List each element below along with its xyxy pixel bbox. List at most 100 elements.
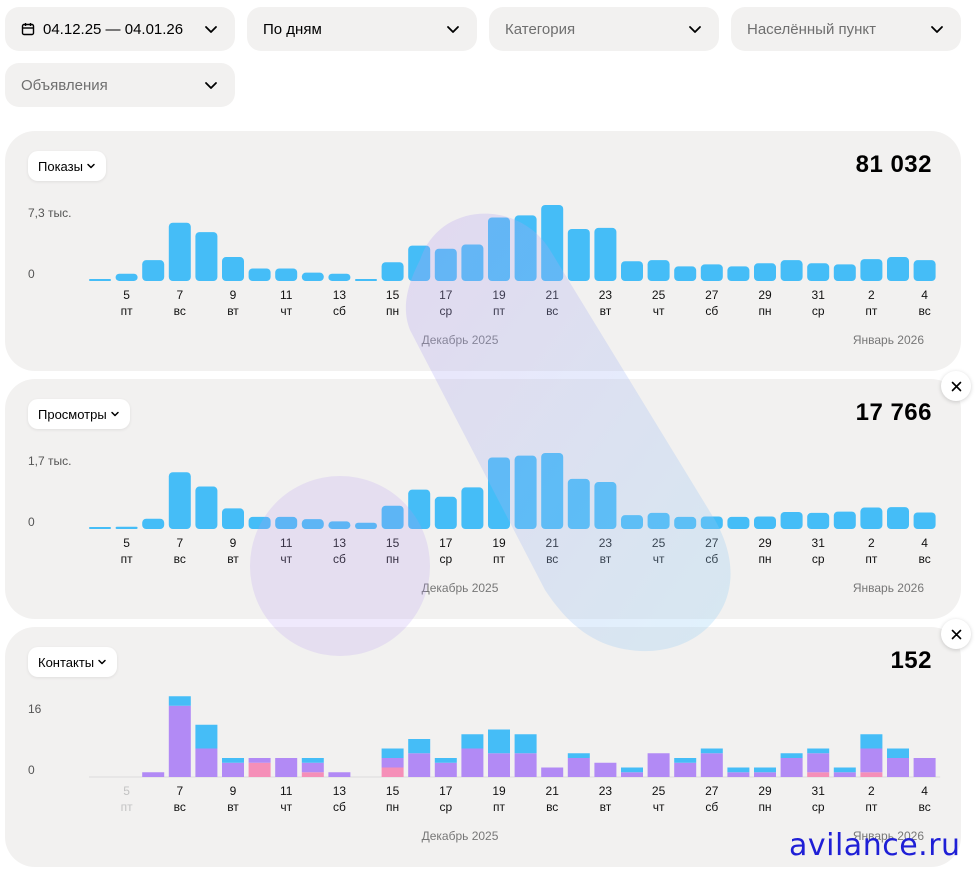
remove-contacts-chart-button[interactable]: [941, 619, 971, 649]
chart-bar-segment-blue[interactable]: [514, 734, 537, 754]
chart-bar[interactable]: [328, 273, 351, 281]
chart-bar-segment-blue[interactable]: [222, 758, 244, 763]
chart-bar-segment-blue[interactable]: [807, 748, 830, 754]
chart-bar[interactable]: [408, 489, 431, 529]
chart-bar-segment-purple[interactable]: [541, 767, 564, 778]
chart-bar[interactable]: [887, 257, 909, 281]
chart-bar-segment-blue[interactable]: [434, 758, 457, 763]
chart-bar-segment-purple[interactable]: [222, 762, 244, 777]
chart-bar[interactable]: [168, 472, 191, 529]
chart-bar[interactable]: [301, 519, 324, 529]
chart-bar-segment-blue[interactable]: [860, 734, 883, 749]
chart-bar-segment-purple[interactable]: [142, 772, 165, 777]
chart-bar-segment-purple[interactable]: [754, 772, 776, 777]
chart-bar[interactable]: [860, 507, 883, 529]
chart-bar[interactable]: [913, 512, 936, 529]
chart-bar[interactable]: [567, 228, 590, 281]
grouping-filter[interactable]: По дням: [247, 7, 477, 51]
chart-bar[interactable]: [461, 244, 484, 281]
chart-bar[interactable]: [807, 263, 830, 281]
chart-bar-segment-purple[interactable]: [621, 772, 643, 777]
chart-bar-segment-pink[interactable]: [860, 772, 883, 777]
chart-bar-segment-purple[interactable]: [674, 762, 697, 777]
chart-bar-segment-blue[interactable]: [674, 758, 697, 763]
chart-bar[interactable]: [727, 266, 750, 281]
chart-bar-segment-purple[interactable]: [275, 758, 298, 777]
chart-bar-segment-purple[interactable]: [248, 758, 271, 763]
chart-bar[interactable]: [381, 262, 404, 281]
category-filter[interactable]: Категория: [489, 7, 719, 51]
chart-bar-segment-purple[interactable]: [780, 758, 803, 777]
chart-bar-segment-purple[interactable]: [168, 705, 191, 777]
chart-bar-segment-blue[interactable]: [833, 767, 856, 773]
chart-bar[interactable]: [621, 261, 643, 281]
chart-bar[interactable]: [674, 516, 697, 529]
chart-bar[interactable]: [355, 522, 377, 529]
chart-bar[interactable]: [434, 496, 457, 529]
chart-bar-segment-purple[interactable]: [807, 753, 830, 773]
chart-bar[interactable]: [780, 260, 803, 281]
chart-bar-segment-purple[interactable]: [328, 772, 351, 777]
chart-bar[interactable]: [222, 508, 244, 529]
chart-bar-segment-blue[interactable]: [381, 748, 404, 759]
chart-bar[interactable]: [594, 227, 617, 281]
metric-select-impressions[interactable]: Показы: [28, 151, 106, 181]
chart-bar[interactable]: [541, 205, 564, 281]
chart-bar[interactable]: [115, 526, 138, 529]
chart-bar[interactable]: [275, 268, 298, 281]
chart-bar-segment-purple[interactable]: [594, 762, 617, 777]
chart-bar[interactable]: [754, 516, 776, 529]
chart-bar-segment-blue[interactable]: [754, 767, 776, 773]
chart-bar-segment-purple[interactable]: [887, 758, 909, 777]
remove-views-chart-button[interactable]: [941, 371, 971, 401]
chart-bar-segment-purple[interactable]: [727, 772, 750, 777]
chart-bar-segment-blue[interactable]: [887, 748, 909, 759]
chart-bar[interactable]: [780, 512, 803, 529]
chart-bar[interactable]: [115, 273, 138, 281]
chart-bar-segment-purple[interactable]: [434, 762, 457, 777]
chart-bar-segment-purple[interactable]: [514, 753, 537, 777]
chart-bar[interactable]: [807, 512, 830, 529]
chart-bar-segment-purple[interactable]: [381, 758, 404, 768]
chart-bar[interactable]: [514, 215, 537, 281]
chart-bar[interactable]: [621, 515, 643, 529]
chart-bar[interactable]: [887, 507, 909, 529]
chart-bar[interactable]: [222, 257, 244, 281]
chart-bar[interactable]: [461, 487, 484, 529]
chart-bar-segment-purple[interactable]: [833, 772, 856, 777]
chart-bar[interactable]: [248, 268, 271, 281]
chart-bar[interactable]: [301, 272, 324, 281]
chart-bar-segment-blue[interactable]: [408, 739, 431, 754]
date-range-filter[interactable]: 04.12.25 — 04.01.26: [5, 7, 235, 51]
chart-bar[interactable]: [488, 217, 510, 281]
chart-bar[interactable]: [248, 516, 271, 529]
chart-bar-segment-pink[interactable]: [301, 772, 324, 777]
chart-bar[interactable]: [647, 512, 670, 529]
chart-bar-segment-blue[interactable]: [168, 696, 191, 706]
chart-bar-segment-pink[interactable]: [248, 762, 271, 777]
chart-bar[interactable]: [275, 516, 298, 529]
chart-bar[interactable]: [754, 263, 776, 281]
chart-bar[interactable]: [355, 279, 377, 281]
chart-bar[interactable]: [89, 279, 111, 281]
chart-bar[interactable]: [408, 245, 431, 281]
chart-bar[interactable]: [514, 455, 537, 529]
chart-bar-segment-blue[interactable]: [567, 753, 590, 758]
chart-bar-segment-blue[interactable]: [195, 724, 218, 749]
chart-bar[interactable]: [647, 260, 670, 281]
chart-bar-segment-purple[interactable]: [195, 748, 218, 778]
chart-bar[interactable]: [195, 232, 218, 281]
chart-bar-segment-purple[interactable]: [700, 753, 723, 777]
chart-bar[interactable]: [89, 527, 111, 529]
listings-filter[interactable]: Объявления: [5, 63, 235, 107]
chart-bar-segment-pink[interactable]: [807, 772, 830, 777]
chart-bar[interactable]: [168, 222, 191, 281]
chart-bar[interactable]: [567, 478, 590, 529]
chart-bar-segment-blue[interactable]: [621, 767, 643, 773]
chart-bar-segment-blue[interactable]: [780, 753, 803, 758]
chart-bar[interactable]: [727, 516, 750, 529]
chart-bar[interactable]: [833, 511, 856, 529]
chart-bar-segment-purple[interactable]: [408, 753, 431, 777]
chart-bar-segment-blue[interactable]: [461, 734, 484, 749]
chart-bar-segment-purple[interactable]: [913, 758, 936, 777]
